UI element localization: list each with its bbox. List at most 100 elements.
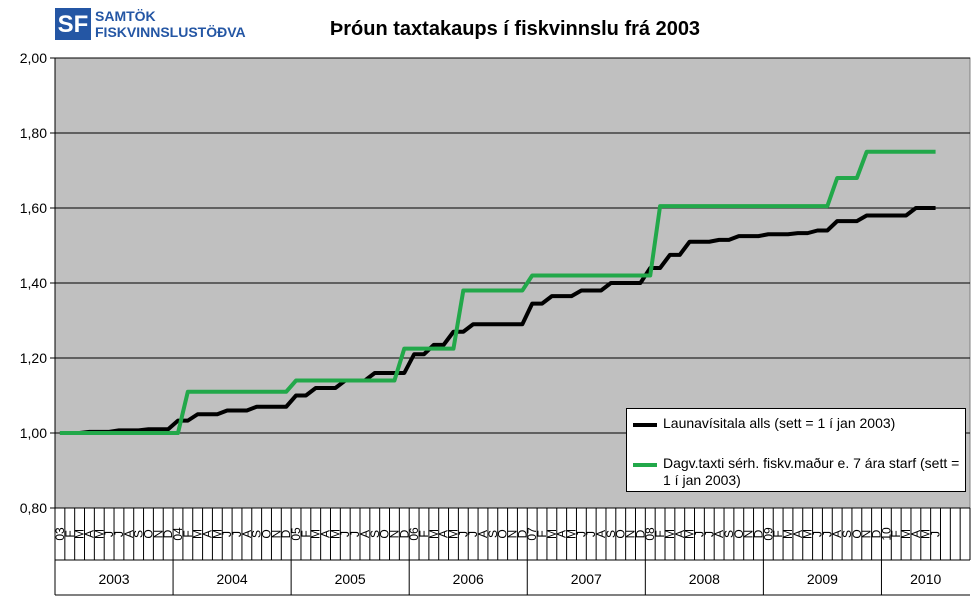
y-tick-label: 1,80	[20, 125, 47, 141]
x-tick-label: A	[358, 530, 372, 538]
x-tick-label: M	[328, 529, 342, 539]
x-tick-label: F	[181, 530, 195, 537]
legend-label: Launavísitala alls (sett = 1 í jan 2003)	[663, 415, 896, 431]
x-tick-label: N	[506, 530, 520, 539]
x-tick-label: 05	[289, 527, 303, 541]
legend-item: Launavísitala alls (sett = 1 í jan 2003)	[633, 415, 961, 432]
x-tick-label: M	[899, 529, 913, 539]
x-group-label: 2010	[910, 571, 941, 587]
x-group-label: 2006	[453, 571, 484, 587]
logo-box	[55, 8, 91, 40]
x-tick-label: N	[151, 530, 165, 539]
x-tick-label: 09	[761, 527, 775, 541]
x-tick-label: D	[515, 529, 529, 538]
x-tick-label: A	[201, 530, 215, 538]
x-tick-label: A	[909, 530, 923, 538]
x-tick-label: 04	[171, 527, 185, 541]
x-tick-label: S	[368, 530, 382, 538]
x-tick-label: N	[742, 530, 756, 539]
x-tick-label: S	[250, 530, 264, 538]
x-tick-label: 08	[643, 527, 657, 541]
x-tick-label: A	[319, 530, 333, 538]
x-group-label: 2005	[335, 571, 366, 587]
x-tick-label: F	[299, 530, 313, 537]
x-tick-label: D	[279, 529, 293, 538]
x-group-label: 2004	[217, 571, 248, 587]
x-tick-label: M	[191, 529, 205, 539]
logo-text: FISKVINNSLUSTÖÐVA	[95, 24, 246, 40]
x-tick-label: N	[269, 530, 283, 539]
x-tick-label: F	[771, 530, 785, 537]
x-tick-label: J	[348, 531, 362, 537]
logo-text: SAMTÖK	[95, 8, 156, 24]
x-tick-label: M	[92, 529, 106, 539]
x-tick-label: A	[791, 530, 805, 538]
x-tick-label: F	[417, 530, 431, 537]
x-tick-label: M	[446, 529, 460, 539]
x-tick-label: D	[397, 529, 411, 538]
x-tick-label: J	[112, 531, 126, 537]
x-tick-label: A	[240, 530, 254, 538]
x-tick-label: M	[683, 529, 697, 539]
x-tick-label: J	[102, 531, 116, 537]
x-tick-label: 03	[53, 527, 67, 541]
x-tick-label: O	[732, 529, 746, 538]
x-tick-label: J	[929, 531, 943, 537]
x-tick-label: S	[132, 530, 146, 538]
series-line	[59, 206, 936, 435]
x-tick-label: S	[840, 530, 854, 538]
legend-swatch	[633, 463, 657, 467]
y-tick-label: 1,40	[20, 275, 47, 291]
x-tick-label: A	[437, 530, 451, 538]
x-tick-label: A	[122, 530, 136, 538]
x-tick-label: J	[466, 531, 480, 537]
x-tick-label: M	[427, 529, 441, 539]
x-tick-label: S	[486, 530, 500, 538]
legend-item: Dagv.taxti sérh. fiskv.maður e. 7 ára st…	[633, 455, 961, 489]
legend: Launavísitala alls (sett = 1 í jan 2003)…	[626, 408, 966, 492]
x-tick-label: J	[456, 531, 470, 537]
x-tick-label: J	[584, 531, 598, 537]
x-tick-label: 06	[407, 527, 421, 541]
legend-swatch	[633, 423, 657, 427]
x-tick-label: M	[73, 529, 87, 539]
y-tick-label: 1,60	[20, 200, 47, 216]
x-tick-label: J	[338, 531, 352, 537]
x-tick-label: O	[378, 529, 392, 538]
x-tick-label: J	[574, 531, 588, 537]
x-tick-label: M	[210, 529, 224, 539]
x-tick-label: O	[141, 529, 155, 538]
x-tick-label: F	[889, 530, 903, 537]
x-group-label: 2008	[689, 571, 720, 587]
x-tick-label: D	[161, 529, 175, 538]
x-tick-label: M	[565, 529, 579, 539]
y-tick-label: 0,80	[20, 500, 47, 516]
x-tick-label: N	[387, 530, 401, 539]
x-tick-label: J	[702, 531, 716, 537]
x-tick-label: F	[653, 530, 667, 537]
x-tick-label: O	[614, 529, 628, 538]
x-tick-label: M	[309, 529, 323, 539]
x-tick-label: A	[830, 530, 844, 538]
x-tick-label: O	[260, 529, 274, 538]
x-tick-label: N	[624, 530, 638, 539]
x-tick-label: D	[633, 529, 647, 538]
x-tick-label: A	[476, 530, 490, 538]
x-tick-label: N	[860, 530, 874, 539]
chart-title: Þróun taxtakaups í fiskvinnslu frá 2003	[330, 18, 700, 40]
x-tick-label: A	[594, 530, 608, 538]
x-group-label: 2007	[571, 571, 602, 587]
x-group-label: 2009	[807, 571, 838, 587]
x-tick-label: O	[496, 529, 510, 538]
x-tick-label: A	[82, 530, 96, 538]
x-tick-label: J	[811, 531, 825, 537]
y-tick-label: 1,20	[20, 350, 47, 366]
x-tick-label: S	[722, 530, 736, 538]
x-tick-label: J	[220, 531, 234, 537]
x-tick-label: O	[850, 529, 864, 538]
x-tick-label: D	[870, 529, 884, 538]
x-tick-label: S	[604, 530, 618, 538]
x-tick-label: F	[535, 530, 549, 537]
